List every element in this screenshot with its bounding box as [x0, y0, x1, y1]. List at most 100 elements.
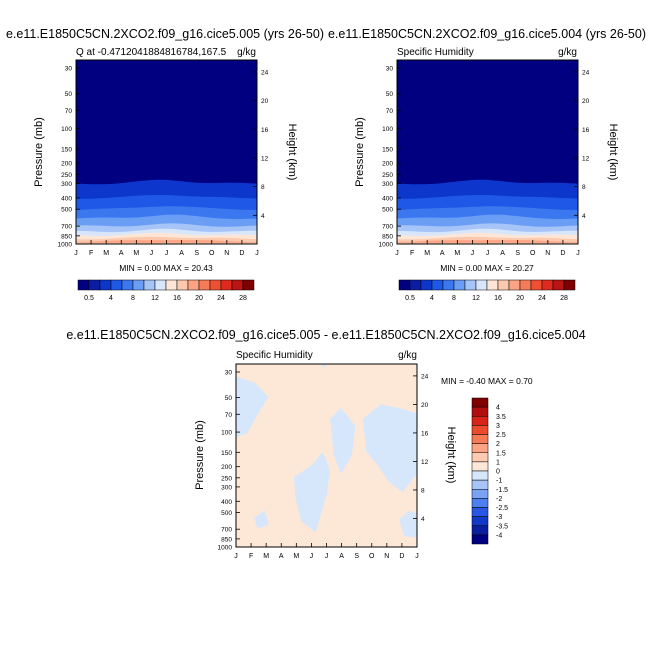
colorbar-label: 0	[496, 469, 500, 476]
colorbar-box	[187, 279, 200, 291]
panel-3-y2-axis: 24 20 16 12 8 4	[413, 373, 429, 523]
y-tick-label: 250	[221, 475, 232, 482]
x-tick-label: A	[440, 250, 445, 257]
x-tick-label: S	[515, 250, 520, 257]
colorbar-box	[398, 279, 411, 291]
colorbar-box	[409, 279, 422, 291]
panel-1-title: e.e11.E1850C5CN.2XCO2.f09_g16.cice5.005 …	[6, 27, 324, 41]
colorbar-label: 0.5	[84, 295, 94, 302]
negative-anomaly-region	[398, 510, 417, 538]
y-tick-label: 100	[221, 430, 232, 437]
y-tick-label: 70	[225, 412, 233, 419]
colorbar-box	[519, 279, 532, 291]
panel-3-title: e.e11.E1850C5CN.2XCO2.f09_g16.cice5.005 …	[66, 328, 585, 342]
colorbar-label: 4	[496, 405, 500, 412]
colorbar-label: 0.5	[405, 295, 415, 302]
colorbar-label: 28	[239, 295, 247, 302]
colorbar-box	[508, 279, 521, 291]
negative-anomaly-region	[319, 364, 327, 368]
colorbar-box	[471, 425, 489, 435]
colorbar-box	[220, 279, 233, 291]
negative-anomaly-region	[362, 404, 417, 493]
colorbar-box	[471, 416, 489, 426]
colorbar-box	[110, 279, 123, 291]
colorbar-box	[541, 279, 554, 291]
y-tick-label: 200	[61, 161, 72, 168]
y-tick-label: 70	[386, 108, 394, 115]
x-tick-label: S	[194, 250, 199, 257]
x-tick-label: M	[454, 250, 460, 257]
x-tick-label: M	[293, 553, 299, 560]
colorbar-box	[471, 516, 489, 526]
y-tick-label: 200	[382, 161, 393, 168]
y-tick-label: 100	[382, 126, 393, 133]
colorbar-label: 20	[516, 295, 524, 302]
panel-3-colorbar: 4 3.5 3 2.5 2 1.5 1 0 -1 -1.5 -2 -2.5 -3 -3.5 -4	[471, 397, 508, 545]
colorbar-box	[530, 279, 543, 291]
y2-tick-label: 20	[261, 98, 269, 105]
negative-anomaly-region	[254, 510, 269, 529]
y-tick-label: 30	[65, 66, 73, 73]
colorbar-box	[231, 279, 244, 291]
x-tick-label: J	[234, 553, 238, 560]
colorbar-box	[471, 507, 489, 517]
colorbar-box	[471, 452, 489, 463]
colorbar-label: -2	[496, 496, 502, 503]
colorbar-box	[464, 279, 477, 291]
x-tick-label: F	[89, 250, 93, 257]
y2-tick-label: 4	[582, 213, 586, 220]
colorbar-box	[209, 279, 222, 291]
x-tick-label: J	[255, 250, 259, 257]
colorbar-box	[453, 279, 466, 291]
y2-tick-label: 16	[261, 127, 269, 134]
y-tick-label: 700	[221, 527, 232, 534]
y-tick-label: 700	[382, 224, 393, 231]
colorbar-box	[132, 279, 145, 291]
colorbar-label: 28	[560, 295, 568, 302]
colorbar-box	[471, 498, 489, 508]
x-tick-label: J	[395, 250, 399, 257]
panel-1-stats: MIN = 0.00 MAX = 20.43	[119, 263, 213, 273]
colorbar-label: 16	[173, 295, 181, 302]
panel-2-plot-area	[397, 60, 578, 244]
colorbar-label: -4	[496, 532, 502, 539]
panel-3-y-axis: 30 50 70 100 150 200 250 300 400 500 700 850 1000	[218, 370, 240, 552]
y2-tick-label: 24	[261, 69, 269, 76]
panel-1-units: g/kg	[237, 47, 256, 58]
colorbar-label: -1.5	[496, 487, 508, 494]
colorbar-box	[242, 279, 255, 291]
colorbar-label: 4	[109, 295, 113, 302]
y-tick-label: 70	[65, 108, 73, 115]
panel-2-title: e.e11.E1850C5CN.2XCO2.f09_g16.cice5.004 …	[328, 27, 646, 41]
colorbar-box	[471, 525, 489, 536]
colorbar-label: 16	[494, 295, 502, 302]
colorbar-box	[552, 279, 565, 291]
panel-3-plot-area	[236, 364, 417, 547]
x-tick-label: J	[486, 250, 490, 257]
x-tick-label: J	[415, 553, 419, 560]
panel-2: e.e11.E1850C5CN.2XCO2.f09_g16.cice5.004 …	[328, 27, 646, 302]
colorbar-label: 4	[430, 295, 434, 302]
x-tick-label: J	[165, 250, 169, 257]
x-tick-label: A	[339, 553, 344, 560]
panel-1-y2-axis: 24 20 16 12 8 4	[253, 69, 269, 220]
colorbar-label: 2	[496, 441, 500, 448]
y-tick-label: 850	[221, 536, 232, 543]
x-tick-label: F	[410, 250, 414, 257]
y-tick-label: 700	[61, 224, 72, 231]
y-tick-label: 400	[382, 196, 393, 203]
colorbar-box	[486, 279, 499, 291]
x-tick-label: O	[369, 553, 375, 560]
y-tick-label: 30	[225, 370, 233, 377]
colorbar-label: 1.5	[496, 450, 506, 457]
colorbar-label: 24	[217, 295, 225, 302]
x-tick-label: A	[279, 553, 284, 560]
panel-1-y-axis: 30 50 70 100 150 200 250 300 400 500 700 850 1000	[58, 66, 80, 249]
colorbar-box	[471, 397, 489, 408]
y2-tick-label: 16	[421, 430, 429, 437]
colorbar-box	[154, 279, 167, 291]
colorbar-box	[471, 470, 489, 481]
x-tick-label: M	[133, 250, 139, 257]
